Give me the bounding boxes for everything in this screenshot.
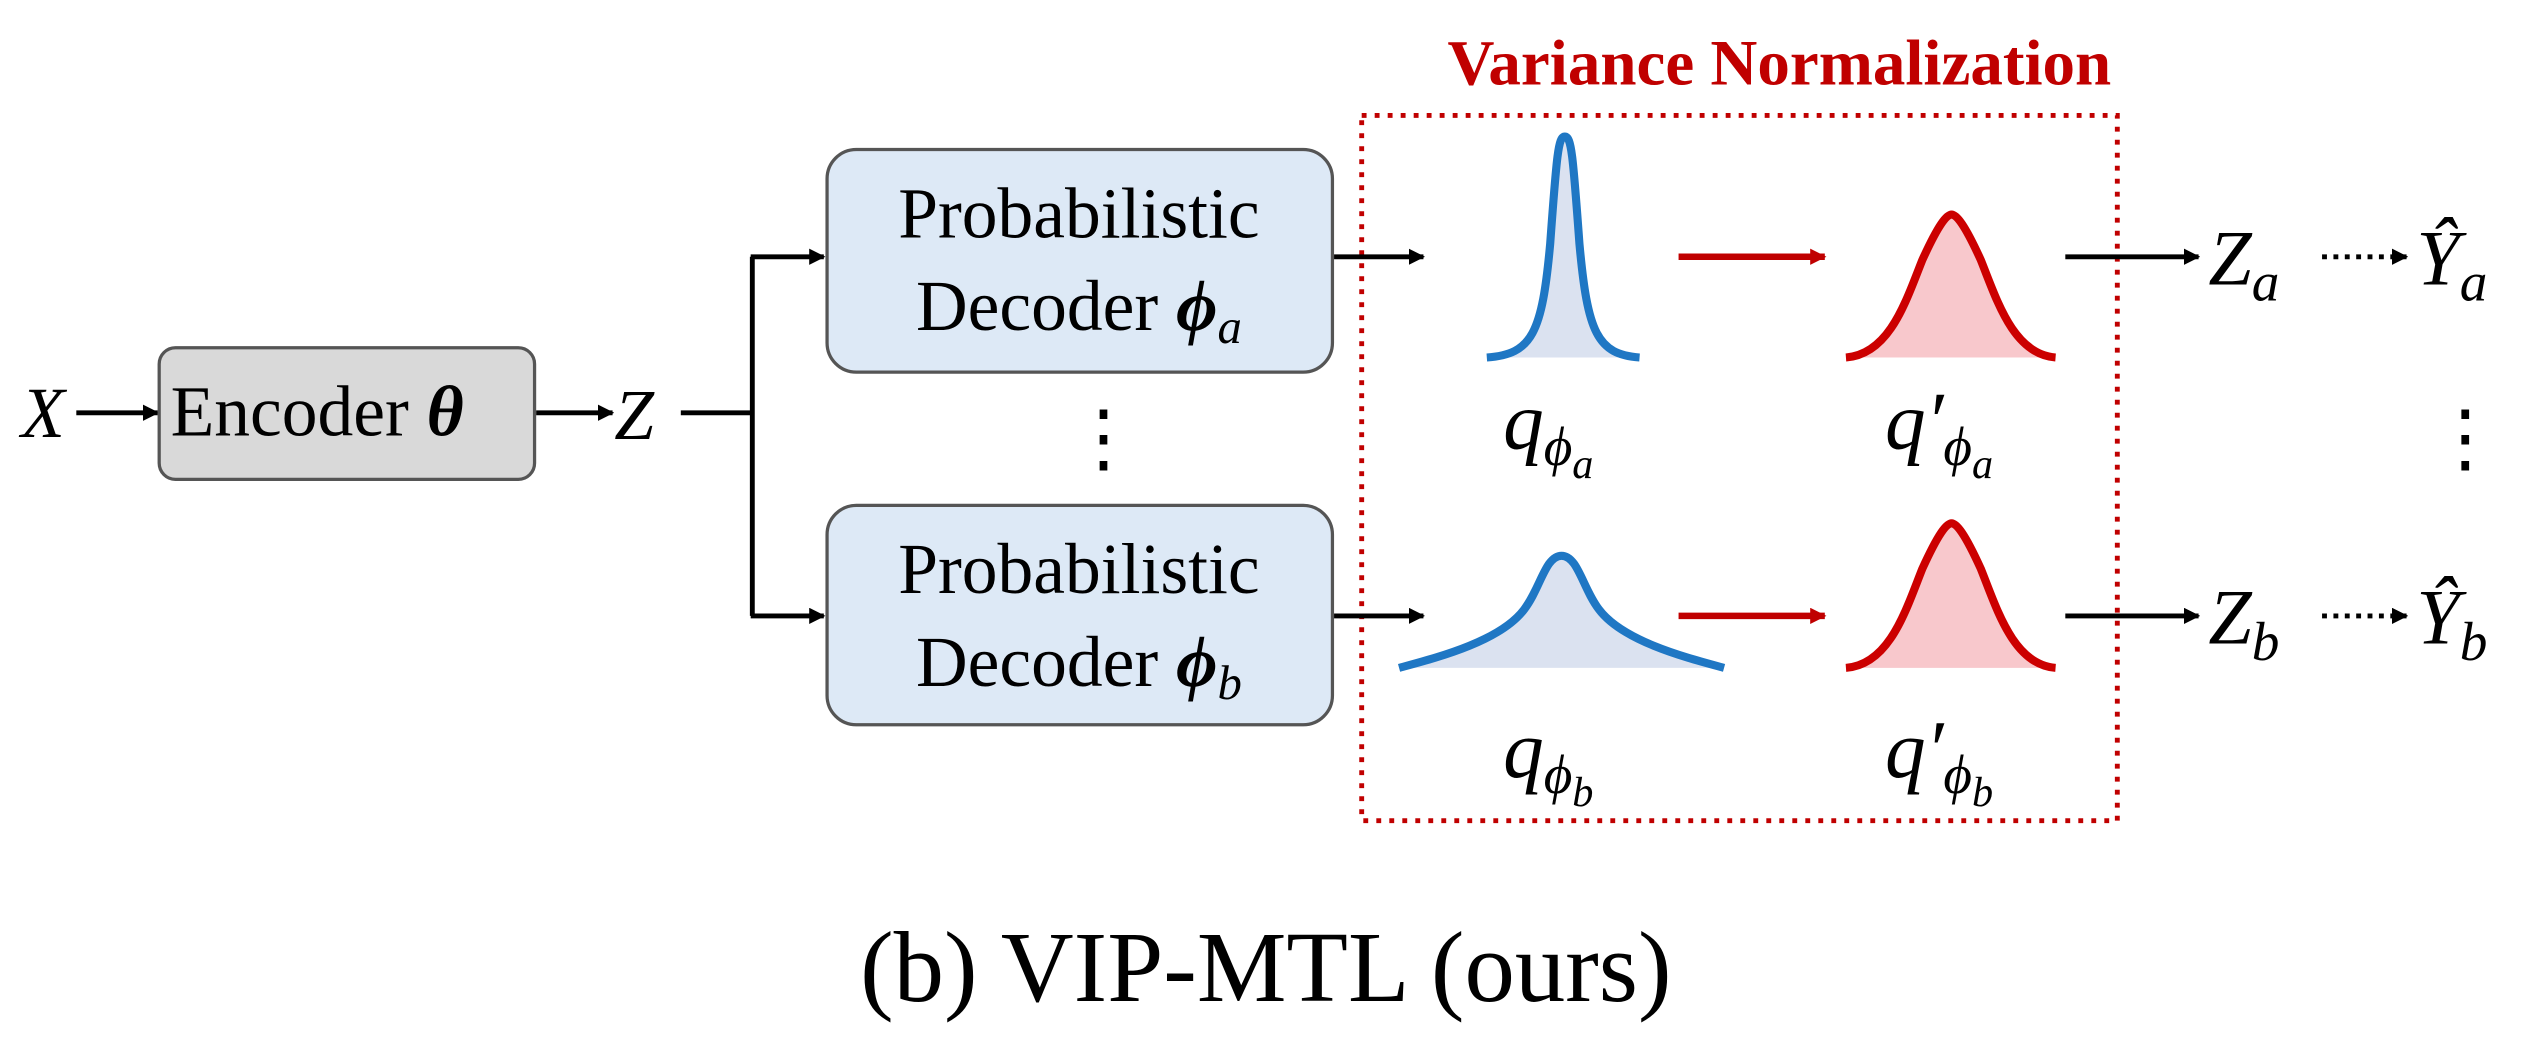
- decoder-b-line2: Decoder ϕb: [916, 623, 1242, 710]
- latent-z: Z: [614, 376, 655, 455]
- label-q-phi-b: qϕb: [1503, 705, 1593, 816]
- dist-q-phi-a-curve: [1486, 132, 1640, 362]
- label-q-prime-phi-b: q′ϕb: [1885, 705, 1993, 816]
- decoder-a-sub: a: [1217, 300, 1241, 354]
- variance-normalization-frame: [1359, 112, 2120, 824]
- encoder-label: Encoder θ: [171, 373, 464, 452]
- dist-q-prime-phi-b-curve: [1845, 519, 2057, 672]
- decoder-a-phi: ϕ: [1176, 267, 1217, 346]
- branch-connector: [680, 256, 755, 616]
- dist-q-prime-phi-a-fill: [1845, 214, 2056, 358]
- decoder-ellipsis: ⋮: [1066, 397, 1141, 480]
- label-q-phi-a: qϕa: [1503, 377, 1593, 488]
- output-z-a: Za: [2208, 214, 2279, 312]
- encoder-theta: θ: [427, 373, 464, 452]
- dist-q-phi-b-curve: [1397, 551, 1726, 672]
- decoder-a-box: [825, 147, 1335, 374]
- decoder-b-line1: Probabilistic: [898, 530, 1259, 609]
- output-y-hat-b: Ŷb: [2416, 574, 2487, 672]
- dist-q-phi-a-fill: [1486, 136, 1640, 358]
- output-z-b: Zb: [2208, 574, 2279, 672]
- dist-q-prime-phi-a-curve: [1845, 210, 2057, 362]
- dist-q-phi-b-fill: [1399, 555, 1725, 668]
- decoder-a-line2: Decoder ϕa: [916, 267, 1242, 354]
- input-x: X: [18, 374, 67, 453]
- decoder-b-box: [825, 503, 1335, 727]
- decoder-a-line1: Probabilistic: [898, 174, 1259, 253]
- output-ellipsis: ⋮: [2428, 397, 2503, 480]
- label-q-prime-phi-a: q′ϕa: [1885, 377, 1993, 488]
- encoder-box: [157, 346, 537, 481]
- decoder-b-phi: ϕ: [1176, 623, 1217, 702]
- decoder-b-sub: b: [1217, 656, 1241, 710]
- output-y-hat-a: Ŷa: [2416, 214, 2487, 312]
- figure-caption: (b) VIP-MTL (ours): [860, 911, 1671, 1023]
- dist-q-prime-phi-b-fill: [1845, 523, 2056, 668]
- variance-normalization-title: Variance Normalization: [1447, 28, 2111, 100]
